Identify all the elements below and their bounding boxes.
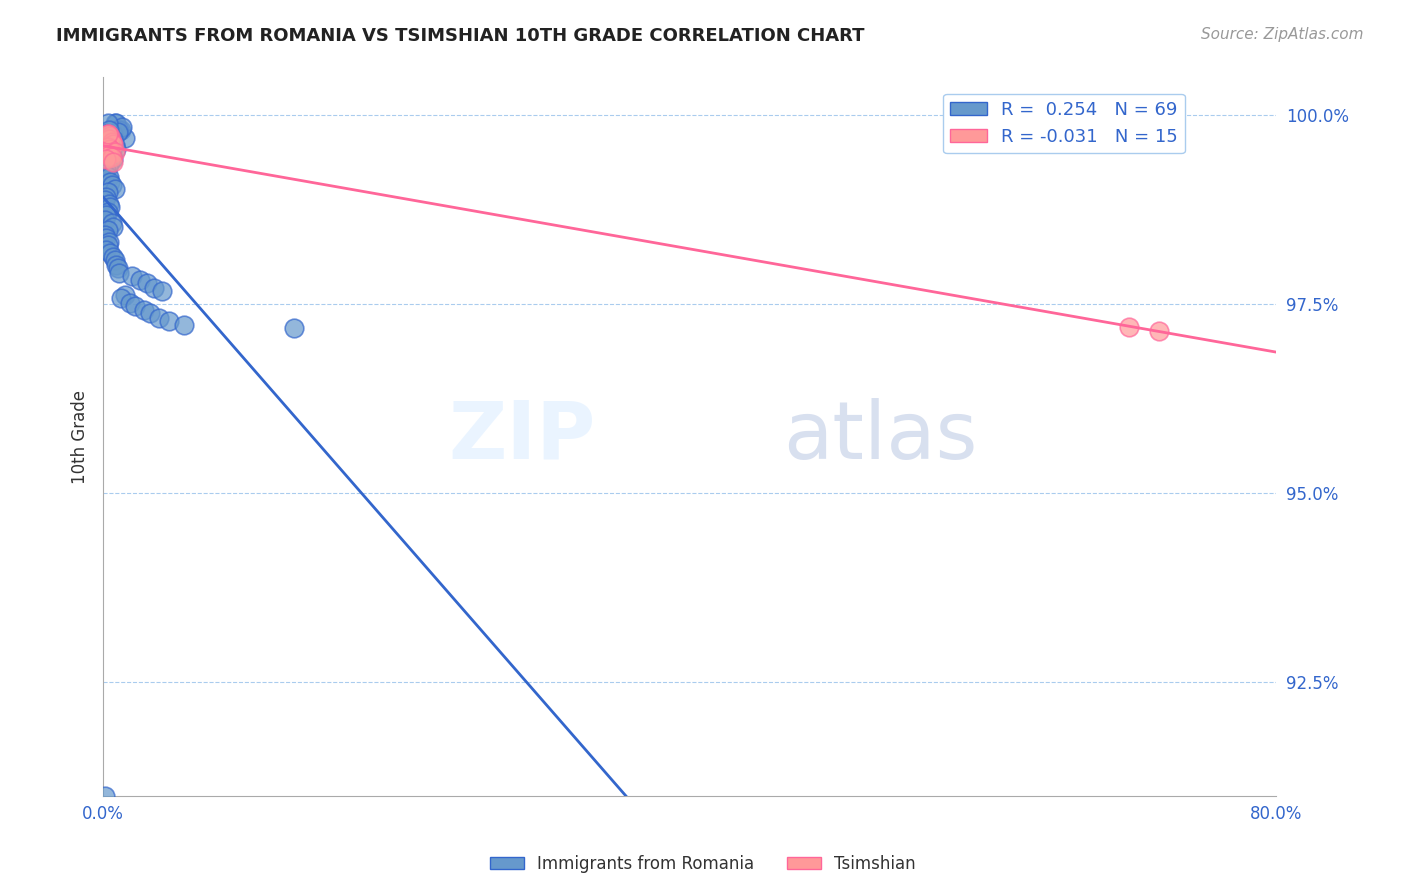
Point [103, 127, 125, 141]
Point [105, 142, 128, 156]
Text: IMMIGRANTS FROM ROMANIA VS TSIMSHIAN 10TH GRADE CORRELATION CHART: IMMIGRANTS FROM ROMANIA VS TSIMSHIAN 10T… [56, 27, 865, 45]
Point [103, 251, 125, 265]
Point [100, 142, 122, 156]
Point [96, 116, 118, 130]
Point [100, 136, 122, 151]
Point [104, 138, 127, 153]
Point [94, 243, 117, 257]
Point [101, 178, 124, 192]
Point [100, 129, 122, 144]
Point [96, 160, 118, 174]
Point [143, 280, 166, 294]
Point [93, 131, 115, 145]
Point [105, 116, 128, 130]
Point [150, 284, 173, 298]
Point [94, 162, 117, 177]
Point [94, 208, 117, 222]
Point [114, 288, 136, 302]
Point [104, 145, 127, 159]
Point [93, 227, 115, 242]
Point [103, 152, 125, 166]
Point [118, 295, 141, 310]
Point [101, 216, 124, 230]
Point [283, 321, 305, 335]
Point [100, 129, 122, 144]
Point [96, 127, 118, 141]
Point [103, 155, 125, 169]
Point [114, 131, 136, 145]
Point [1147, 324, 1170, 338]
Point [110, 291, 132, 305]
Point [101, 135, 124, 149]
Legend: Immigrants from Romania, Tsimshian: Immigrants from Romania, Tsimshian [484, 848, 922, 880]
Y-axis label: 10th Grade: 10th Grade [72, 390, 89, 483]
Point [108, 266, 131, 280]
Point [104, 116, 127, 130]
Point [110, 123, 132, 137]
Point [104, 182, 127, 196]
Point [98, 170, 121, 185]
Point [128, 273, 150, 287]
Point [157, 314, 180, 328]
Point [101, 147, 124, 161]
Point [121, 268, 143, 283]
Point [93, 212, 115, 227]
Point [98, 145, 121, 159]
Point [136, 276, 159, 290]
Point [148, 310, 170, 325]
Point [98, 235, 121, 250]
Point [96, 140, 118, 154]
Point [101, 123, 124, 137]
Point [173, 318, 195, 333]
Legend: R =  0.254   N = 69, R = -0.031   N = 15: R = 0.254 N = 69, R = -0.031 N = 15 [943, 94, 1185, 153]
Point [94, 127, 117, 141]
Point [103, 220, 125, 235]
Point [98, 123, 121, 137]
Point [107, 125, 129, 139]
Point [124, 299, 146, 313]
Point [94, 231, 117, 245]
Point [96, 205, 118, 219]
Point [93, 167, 115, 181]
Text: atlas: atlas [783, 398, 977, 475]
Point [134, 303, 156, 318]
Point [98, 147, 121, 161]
Point [108, 123, 131, 137]
Point [100, 155, 122, 169]
Point [1118, 320, 1140, 334]
Point [101, 150, 124, 164]
Point [103, 132, 125, 146]
Point [98, 132, 121, 146]
Point [100, 245, 122, 260]
Point [96, 127, 118, 141]
Point [96, 140, 118, 154]
Point [100, 175, 122, 189]
Point [139, 306, 162, 320]
Point [96, 186, 118, 200]
Point [111, 120, 134, 134]
Point [96, 238, 118, 252]
Text: ZIP: ZIP [449, 398, 596, 475]
Point [96, 223, 118, 237]
Point [104, 253, 127, 268]
Point [105, 258, 128, 272]
Text: Source: ZipAtlas.com: Source: ZipAtlas.com [1201, 27, 1364, 42]
Point [94, 190, 117, 204]
Point [93, 193, 115, 207]
Point [94, 152, 117, 166]
Point [93, 789, 115, 803]
Point [100, 201, 122, 215]
Point [107, 260, 129, 275]
Point [98, 197, 121, 211]
Point [103, 136, 125, 151]
Point [101, 135, 124, 149]
